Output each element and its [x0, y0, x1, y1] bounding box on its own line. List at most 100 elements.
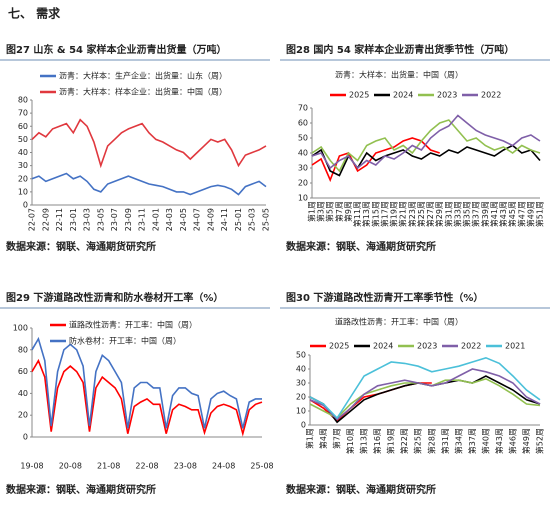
x-tick-label: 第25周 — [416, 201, 426, 227]
y-tick-label: 60 — [18, 122, 28, 131]
source-note: 数据来源：钢联、海通期货研究所 — [286, 240, 436, 253]
source-note: 数据来源：钢联、海通期货研究所 — [286, 483, 436, 496]
x-tick-label: 第49周 — [525, 201, 535, 227]
x-tick-label: 第39周 — [480, 201, 490, 227]
x-tick-label: 20-08 — [59, 462, 82, 471]
x-tick-label: 第52周 — [535, 428, 545, 454]
y-tick-label: 20 — [18, 174, 28, 183]
x-tick-label: 第41周 — [489, 201, 499, 227]
y-tick-label: 70 — [18, 109, 28, 118]
x-tick-label: 第1周 — [305, 428, 315, 449]
x-tick-label: 第13周 — [361, 201, 371, 227]
x-tick-label: 22-08 — [135, 462, 158, 471]
legend-label: 2024 — [373, 342, 393, 351]
y-tick-label: 0 — [301, 421, 306, 430]
x-tick-label: 第37周 — [467, 428, 477, 454]
chart-subtitle: 道路改性沥青：开工率：中国（周） — [335, 317, 463, 327]
y-tick-label: 40 — [296, 365, 306, 374]
x-tick-label: 25-01 — [234, 208, 243, 231]
x-tick-label: 23-11 — [138, 208, 147, 231]
x-tick-label: 第7周 — [332, 428, 342, 449]
source-note: 数据来源：钢联、海通期货研究所 — [6, 483, 156, 496]
chart-subtitle: 沥青：大样本：出货量：中国（周） — [335, 70, 463, 80]
series-line — [31, 118, 267, 169]
y-tick-label: 10 — [296, 407, 306, 416]
legend-label: 沥青：大样本：生产企业：出货量：山东（周） — [59, 71, 227, 81]
x-tick-label: 22-11 — [55, 208, 64, 231]
x-tick-label: 第13周 — [359, 428, 369, 454]
y-tick-label: 20 — [18, 411, 28, 420]
x-tick-label: 第46周 — [507, 428, 517, 454]
x-tick-label: 第22周 — [399, 428, 409, 454]
x-tick-label: 第4周 — [318, 428, 328, 449]
x-tick-label: 第31周 — [443, 201, 453, 227]
legend-label: 2022 — [481, 91, 501, 100]
x-tick-label: 23-01 — [69, 208, 78, 231]
x-tick-label: 第9周 — [343, 201, 353, 222]
legend-label: 沥青：大样本：样本企业：出货量：中国（周） — [59, 87, 227, 97]
x-tick-label: 第5周 — [325, 201, 335, 222]
series-line — [31, 358, 263, 437]
y-tick-label: 60 — [18, 367, 28, 376]
y-tick-label: 50 — [18, 135, 28, 144]
x-tick-label: 22-07 — [28, 208, 37, 231]
y-tick-label: 40 — [298, 149, 308, 158]
y-tick-label: 70 — [298, 104, 308, 113]
x-tick-label: 22-09 — [41, 208, 50, 231]
series-line — [309, 368, 541, 421]
x-tick-label: 第17周 — [379, 201, 389, 227]
x-tick-label: 第10周 — [345, 428, 355, 454]
x-tick-label: 第15周 — [370, 201, 380, 227]
x-tick-label: 第35周 — [462, 201, 472, 227]
y-tick-label: 80 — [18, 345, 28, 354]
section-title: 七、 需求 — [8, 6, 61, 21]
x-tick-label: 第3周 — [316, 201, 326, 222]
legend-label: 2022 — [461, 342, 481, 351]
legend-label: 2025 — [329, 342, 349, 351]
legend-label: 2023 — [417, 342, 437, 351]
series-line — [309, 356, 541, 420]
series-line — [311, 119, 541, 173]
series-line — [311, 144, 541, 177]
x-tick-label: 第23周 — [407, 201, 417, 227]
x-tick-label: 25-05 — [262, 208, 271, 231]
x-tick-label: 23-05 — [96, 208, 105, 231]
legend-label: 2023 — [437, 91, 457, 100]
x-tick-label: 第45周 — [507, 201, 517, 227]
x-tick-label: 23-08 — [174, 462, 197, 471]
y-tick-label: 100 — [13, 324, 28, 333]
x-tick-label: 第11周 — [352, 201, 362, 227]
x-tick-label: 23-03 — [83, 208, 92, 231]
x-tick-label: 第37周 — [471, 201, 481, 227]
x-tick-label: 第51周 — [535, 201, 545, 227]
y-tick-label: 30 — [298, 164, 308, 173]
x-tick-label: 23-07 — [110, 208, 119, 231]
x-tick-label: 第40周 — [480, 428, 490, 454]
x-tick-label: 24-09 — [206, 208, 215, 231]
x-tick-label: 24-01 — [151, 208, 160, 231]
y-tick-label: 0 — [23, 433, 28, 442]
x-tick-label: 24-08 — [212, 462, 235, 471]
series-line — [309, 382, 432, 422]
y-tick-label: 10 — [18, 187, 28, 196]
x-tick-label: 第34周 — [453, 428, 463, 454]
legend-label: 2025 — [349, 91, 369, 100]
x-tick-label: 24-11 — [220, 208, 229, 231]
y-tick-label: 30 — [18, 161, 28, 170]
y-tick-label: 10 — [298, 194, 308, 203]
x-tick-label: 第7周 — [334, 201, 344, 222]
y-tick-label: 20 — [296, 393, 306, 402]
y-tick-label: 20 — [298, 179, 308, 188]
x-tick-label: 第33周 — [452, 201, 462, 227]
x-tick-label: 24-07 — [193, 208, 202, 231]
series-line — [31, 336, 262, 429]
chart-title: 图30 下游道路改性沥青开工率季节性（%） — [286, 291, 483, 304]
series-line — [311, 114, 541, 170]
x-tick-label: 第16周 — [372, 428, 382, 454]
x-tick-label: 第43周 — [498, 201, 508, 227]
y-tick-label: 80 — [18, 96, 28, 105]
y-tick-label: 50 — [296, 351, 306, 360]
x-tick-label: 第1周 — [307, 201, 317, 222]
x-tick-label: 第49周 — [521, 428, 531, 454]
